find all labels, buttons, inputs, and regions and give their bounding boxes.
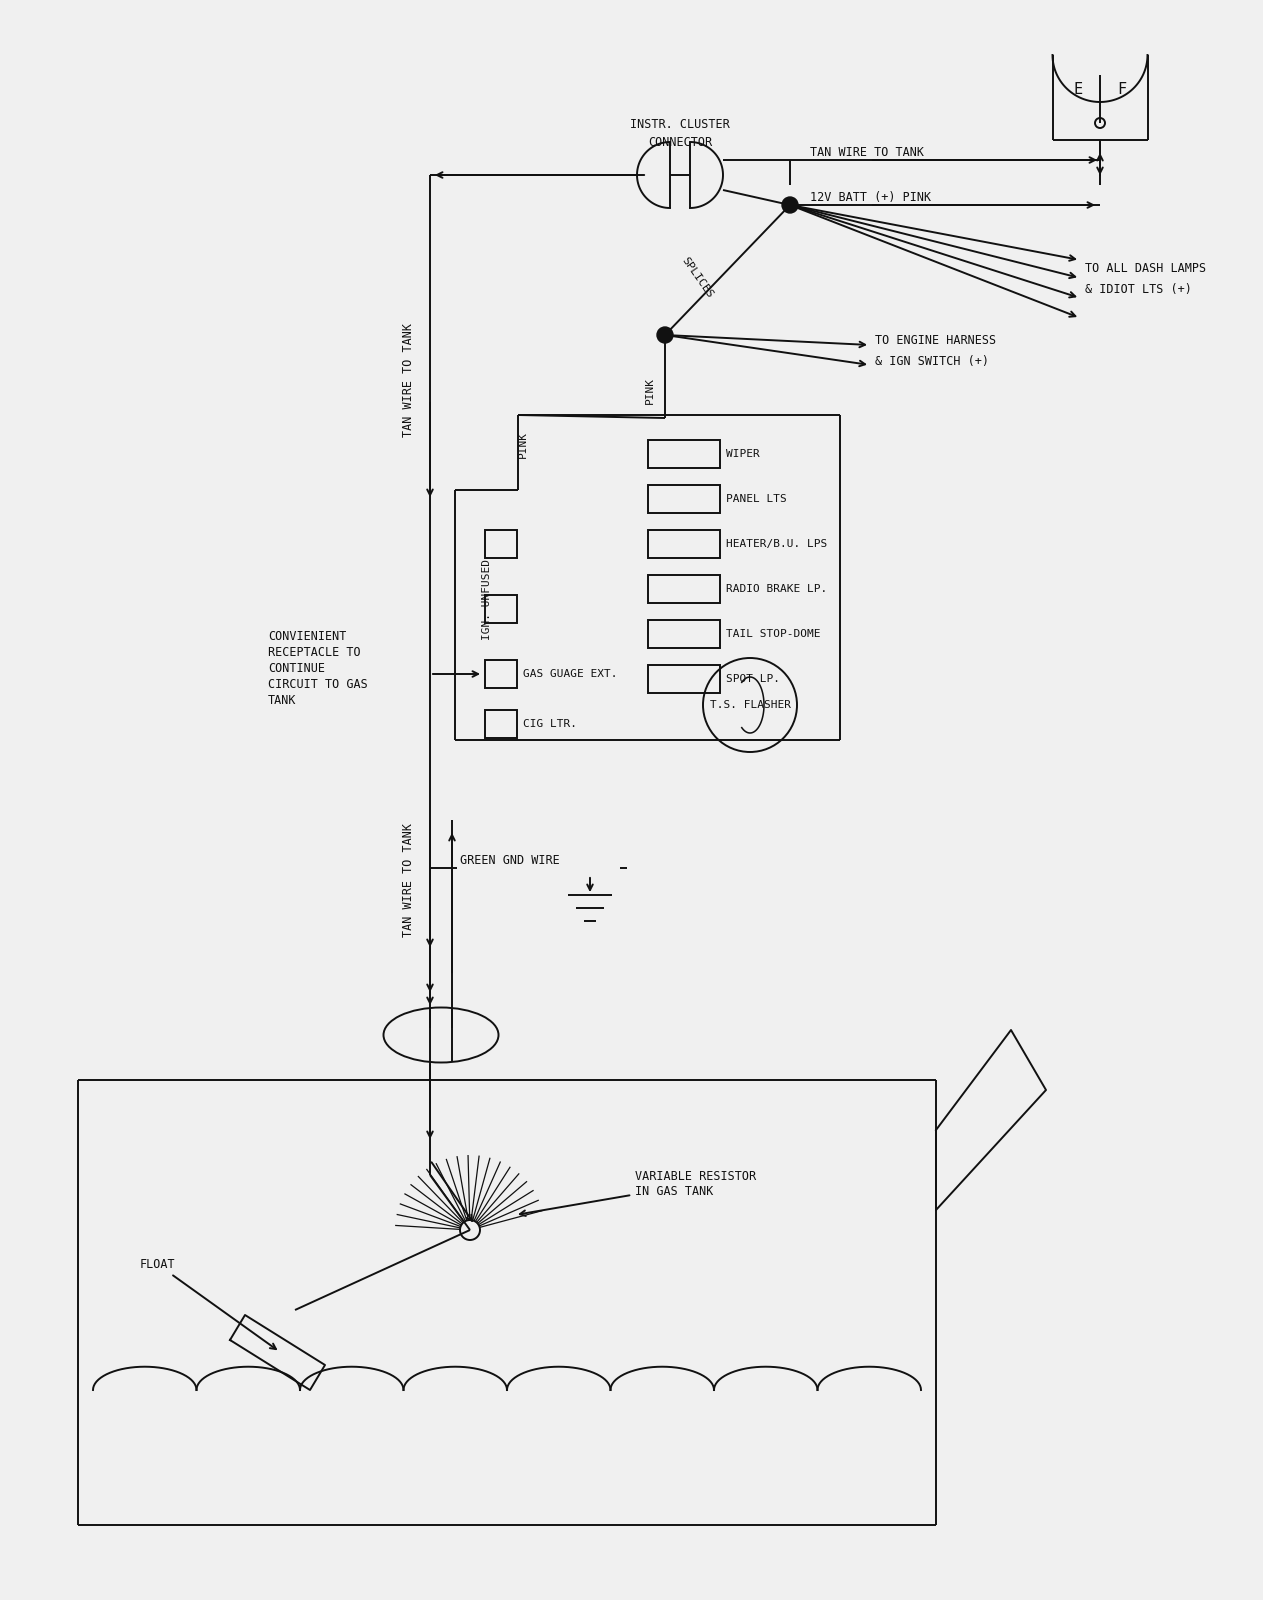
Text: E: E — [1074, 83, 1082, 98]
Text: F: F — [1118, 83, 1127, 98]
Text: CONNECTOR: CONNECTOR — [648, 136, 712, 149]
Text: PINK: PINK — [518, 432, 528, 459]
Bar — [648, 619, 720, 648]
Bar — [485, 659, 517, 688]
Text: HEATER/B.U. LPS: HEATER/B.U. LPS — [726, 539, 827, 549]
Text: CIRCUIT TO GAS: CIRCUIT TO GAS — [268, 677, 368, 691]
Circle shape — [782, 197, 798, 213]
Text: TO ALL DASH LAMPS: TO ALL DASH LAMPS — [1085, 261, 1206, 275]
Text: GREEN GND WIRE: GREEN GND WIRE — [460, 853, 560, 867]
Text: CONTINUE: CONTINUE — [268, 661, 325, 675]
Bar — [648, 485, 720, 514]
Text: 12V BATT (+) PINK: 12V BATT (+) PINK — [810, 190, 931, 203]
Text: TAIL STOP-DOME: TAIL STOP-DOME — [726, 629, 821, 638]
Text: PINK: PINK — [645, 376, 655, 403]
Text: T.S. FLASHER: T.S. FLASHER — [710, 701, 791, 710]
Text: & IGN SWITCH (+): & IGN SWITCH (+) — [875, 355, 989, 368]
Text: TO ENGINE HARNESS: TO ENGINE HARNESS — [875, 333, 997, 347]
Text: TAN WIRE TO TANK: TAN WIRE TO TANK — [402, 323, 414, 437]
Bar — [648, 666, 720, 693]
Text: INSTR. CLUSTER: INSTR. CLUSTER — [630, 118, 730, 131]
Bar — [485, 530, 517, 558]
Text: SPOT LP.: SPOT LP. — [726, 674, 781, 685]
Text: WIPER: WIPER — [726, 450, 760, 459]
Text: TAN WIRE TO TANK: TAN WIRE TO TANK — [810, 147, 925, 160]
Bar — [648, 530, 720, 558]
Bar — [648, 574, 720, 603]
Text: & IDIOT LTS (+): & IDIOT LTS (+) — [1085, 283, 1192, 296]
Text: CIG LTR.: CIG LTR. — [523, 718, 577, 730]
Text: GAS GUAGE EXT.: GAS GUAGE EXT. — [523, 669, 618, 678]
Bar — [485, 710, 517, 738]
Text: FLOAT: FLOAT — [140, 1258, 277, 1349]
Text: SPLICES: SPLICES — [679, 256, 715, 301]
Text: RADIO BRAKE LP.: RADIO BRAKE LP. — [726, 584, 827, 594]
Text: CONVIENIENT: CONVIENIENT — [268, 629, 346, 643]
Text: VARIABLE RESISTOR
IN GAS TANK: VARIABLE RESISTOR IN GAS TANK — [520, 1170, 757, 1216]
Text: IGN. UNFUSED: IGN. UNFUSED — [482, 560, 493, 640]
Text: TAN WIRE TO TANK: TAN WIRE TO TANK — [402, 822, 414, 938]
Text: PANEL LTS: PANEL LTS — [726, 494, 787, 504]
Bar — [485, 595, 517, 622]
Bar — [648, 440, 720, 467]
Circle shape — [657, 326, 673, 342]
Text: RECEPTACLE TO: RECEPTACLE TO — [268, 645, 361, 659]
Text: TANK: TANK — [268, 693, 297, 707]
